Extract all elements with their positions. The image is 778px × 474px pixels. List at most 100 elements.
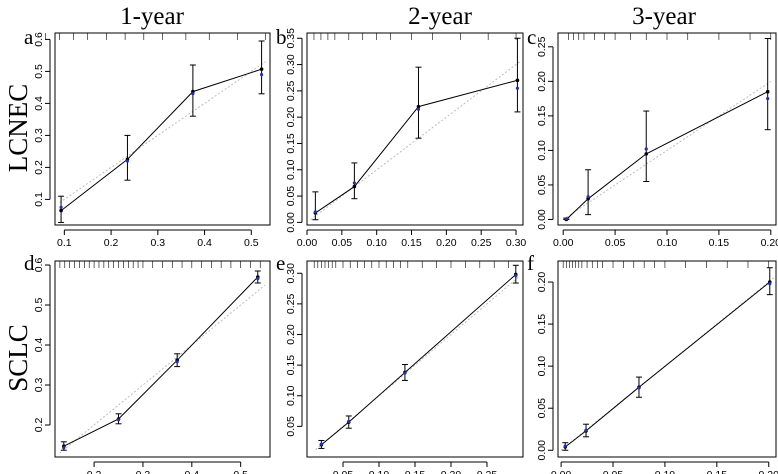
bias-corrected-point [403, 371, 407, 375]
panel-letter-b: b [276, 25, 287, 49]
y-tick-label: 0.05 [536, 175, 548, 196]
calibration-curve [321, 274, 517, 446]
y-tick-label: 0.15 [536, 314, 548, 335]
row-label-sclc: SCLC [3, 324, 33, 392]
y-tick-label: 0.00 [536, 440, 548, 461]
y-tick-label: 0.20 [536, 71, 548, 92]
observed-point [416, 104, 421, 109]
bias-corrected-point [59, 205, 63, 209]
y-tick-label: 0.00 [536, 209, 548, 230]
observed-point [59, 208, 63, 213]
bias-corrected-point [514, 274, 518, 278]
x-tick-label: 0.4 [197, 237, 212, 249]
y-tick-label: 0.35 [285, 28, 297, 49]
observed-point [515, 78, 520, 83]
y-tick-label: 0.25 [285, 293, 297, 314]
y-tick-label: 0.3 [33, 378, 45, 393]
x-tick-label: 0.15 [707, 469, 728, 474]
panel-letter-a: a [24, 25, 34, 49]
bias-corrected-point [62, 446, 66, 450]
ideal-reference-line [59, 284, 266, 454]
y-tick-label: 0.2 [33, 160, 45, 175]
y-tick-label: 0.6 [33, 32, 45, 47]
y-tick-label: 0.10 [285, 159, 297, 180]
x-tick-label: 0.15 [405, 469, 426, 474]
bias-corrected-point [191, 92, 195, 96]
observed-point [259, 67, 264, 71]
x-tick-label: 0.1 [57, 237, 72, 249]
x-tick-label: 0.15 [401, 237, 422, 249]
column-title-1-year: 1-year [120, 3, 185, 30]
x-tick-label: 0.4 [185, 469, 200, 474]
y-tick-label: 0.3 [33, 128, 45, 143]
x-tick-label: 0.10 [655, 469, 676, 474]
calibration-panel-b: 0.00 0.05 0.10 0.15 0.20 0.25 0.30 0.00 0.05 0.10… [285, 28, 526, 249]
bias-corrected-point [416, 107, 421, 111]
bias-corrected-point [175, 360, 179, 364]
y-tick-label: 0.4 [33, 338, 45, 353]
bias-corrected-point [644, 147, 648, 151]
bias-corrected-point [766, 97, 770, 101]
y-tick-label: 0.5 [33, 298, 45, 313]
y-tick-label: 0.10 [536, 356, 548, 377]
y-tick-label: 0.25 [536, 36, 548, 57]
calibration-panel-e: 0.05 0.10 0.15 0.20 0.25 0.05 0.10 0.15 0.20 0.25… [285, 260, 524, 474]
y-tick-label: 0.30 [285, 263, 297, 284]
y-tick-label: 0.20 [285, 324, 297, 345]
y-tick-label: 0.15 [536, 106, 548, 127]
panel-letter-e: e [276, 251, 285, 275]
y-tick-label: 0.4 [33, 96, 45, 111]
plot-frame [306, 32, 524, 226]
calibration-curve [315, 79, 518, 214]
panel-letter-d: d [24, 251, 35, 275]
bias-corrected-point [515, 86, 520, 90]
panel-letter-c: c [527, 25, 536, 49]
y-tick-label: 0.15 [285, 133, 297, 154]
x-tick-label: 0.5 [233, 469, 248, 474]
plot-frame [54, 260, 271, 458]
observed-point [644, 152, 649, 156]
calibration-curve [60, 68, 262, 211]
y-tick-label: 0.05 [285, 186, 297, 207]
y-tick-label: 0.00 [285, 212, 297, 233]
x-tick-label: 0.15 [709, 237, 730, 249]
x-tick-label: 0.00 [551, 469, 572, 474]
plot-frame [54, 32, 271, 226]
calibration-panel-a: 0.1 0.2 0.3 0.4 0.5 0.1 0.2 0.3 0.4 0.5 0.6 [33, 32, 271, 249]
y-tick-label: 0.15 [285, 355, 297, 376]
bias-corrected-point [637, 386, 641, 390]
y-tick-label: 0.6 [33, 258, 45, 273]
y-tick-label: 0.05 [536, 398, 548, 419]
ideal-reference-line [310, 61, 520, 221]
column-title-3-year: 3-year [632, 3, 697, 30]
x-tick-label: 0.20 [759, 469, 778, 474]
row-label-lcnec: LCNEC [3, 84, 33, 173]
x-tick-label: 0.10 [657, 237, 678, 249]
calibration-panel-c: 0.00 0.05 0.10 0.15 0.20 0.00 0.05 0.10 0.15 0.20… [536, 32, 778, 249]
calibration-curve [564, 281, 771, 448]
x-tick-label: 0.3 [136, 469, 151, 474]
plot-frame [557, 260, 777, 458]
bias-corrected-point [125, 159, 130, 163]
x-tick-label: 0.05 [605, 237, 626, 249]
observed-point [191, 89, 195, 94]
calibration-curve [565, 91, 768, 220]
observed-point [352, 184, 357, 189]
plot-frame [306, 260, 524, 458]
observed-point [765, 89, 770, 94]
y-tick-label: 0.10 [285, 385, 297, 406]
x-tick-label: 0.20 [436, 237, 457, 249]
x-tick-label: 0.25 [471, 237, 492, 249]
x-tick-label: 0.05 [332, 237, 353, 249]
y-tick-label: 0.05 [285, 416, 297, 437]
x-tick-label: 0.05 [603, 469, 624, 474]
calibration-panel-f: 0.00 0.05 0.10 0.15 0.20 0.00 0.05 0.10 0.15 0.20 [536, 260, 778, 474]
bias-corrected-point [116, 418, 121, 422]
x-tick-label: 0.20 [761, 237, 778, 249]
ideal-reference-line [59, 61, 266, 204]
y-tick-label: 0.2 [33, 418, 45, 433]
x-tick-label: 0.5 [244, 237, 259, 249]
y-tick-label: 0.10 [536, 140, 548, 161]
x-tick-label: 0.10 [369, 469, 390, 474]
panel-letter-f: f [527, 251, 534, 275]
